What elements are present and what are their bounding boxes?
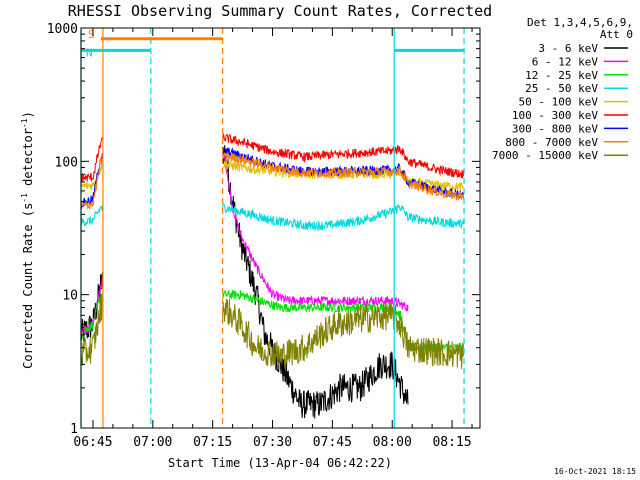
series-line-2-seg-2 — [222, 152, 409, 312]
flag-label-s: S — [88, 28, 95, 41]
series-line-9-seg-2 — [222, 298, 465, 371]
series-line-8-seg-1 — [80, 156, 103, 210]
flag-label-n: N — [86, 46, 93, 59]
legend-label-4: 25 - 50 keV — [525, 82, 598, 95]
legend-label-3: 12 - 25 keV — [525, 69, 598, 82]
x-tick-label: 07:15 — [193, 435, 232, 450]
legend-label-2: 6 - 12 keV — [532, 55, 599, 68]
legend-label-9: 7000 - 15000 keV — [492, 149, 598, 162]
series-line-4-seg-1 — [80, 204, 103, 227]
plot-frame — [80, 27, 481, 429]
y-tick-label: 10 — [62, 289, 78, 304]
footer-stamp: 16-Oct-2021 18:15 — [554, 467, 636, 476]
legend-label-6: 100 - 300 keV — [512, 109, 598, 122]
series-line-6-seg-1 — [80, 137, 103, 183]
legend-label-1: 3 - 6 keV — [538, 42, 598, 55]
series-line-1-seg-2 — [222, 145, 409, 419]
legend-label-5: 50 - 100 keV — [519, 96, 599, 109]
y-axis-label: Corrected Count Rate (s-1 detector-1) — [20, 111, 35, 369]
legend-label-8: 800 - 7000 keV — [505, 136, 598, 149]
y-tick-label: 1 — [70, 422, 78, 437]
series-line-8-seg-2 — [222, 151, 465, 201]
y-tick-label: 100 — [55, 155, 78, 170]
x-tick-label: 07:30 — [253, 435, 292, 450]
x-tick-label: 08:00 — [373, 435, 412, 450]
legend-label-7: 300 - 800 keV — [512, 122, 598, 135]
x-tick-label: 07:45 — [313, 435, 352, 450]
y-tick-label: 1000 — [47, 22, 78, 37]
chart-title: RHESSI Observing Summary Count Rates, Co… — [68, 2, 492, 20]
plot-area: SN 1 10 100 1000 06:45 07:00 07:15 07:30 07:45 08:… — [47, 22, 481, 450]
x-tick-label: 07:00 — [133, 435, 172, 450]
x-tick-label: 06:45 — [73, 435, 112, 450]
legend-header-line-2: Att 0 — [600, 28, 633, 41]
series-line-9-seg-1 — [80, 295, 103, 366]
series-line-4-seg-2 — [222, 202, 465, 233]
series-line-6-seg-2 — [222, 132, 465, 179]
x-axis-label: Start Time (13-Apr-04 06:42:22) — [168, 456, 392, 470]
legend-header-line-1: Det 1,3,4,5,6,9, — [527, 16, 633, 29]
x-tick-label: 08:15 — [432, 435, 471, 450]
